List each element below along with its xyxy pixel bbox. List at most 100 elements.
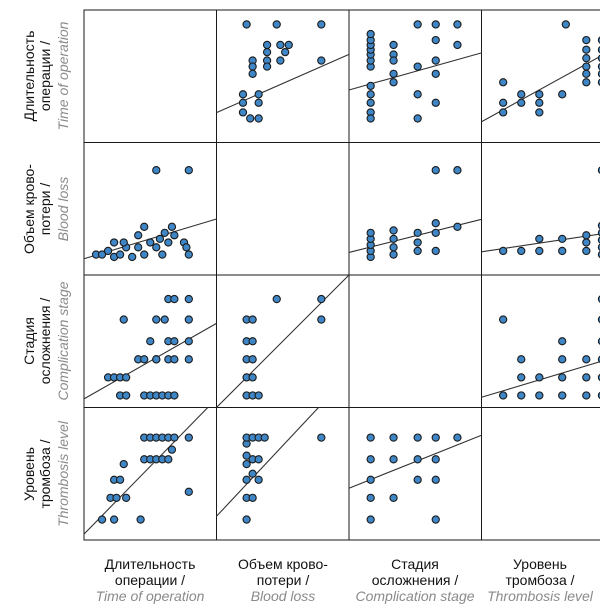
data-point-time-vs-blood — [254, 114, 263, 123]
data-point-time-vs-level — [582, 78, 591, 87]
data-point-level-vs-time — [170, 433, 179, 442]
trend-line-level-vs-time — [83, 407, 209, 535]
data-point-level-vs-stage — [366, 515, 375, 524]
data-point-time-vs-blood — [284, 40, 293, 50]
trend-line-stage-vs-time — [83, 322, 217, 400]
data-point-time-vs-blood — [248, 62, 257, 71]
data-point-time-vs-stage — [389, 69, 398, 78]
row-label-1-line1: Длительность — [21, 31, 37, 122]
data-point-blood-vs-time — [170, 231, 179, 240]
data-point-time-vs-level — [499, 78, 508, 87]
data-point-time-vs-blood — [262, 40, 272, 50]
data-point-stage-vs-level — [558, 355, 567, 364]
data-point-level-vs-stage — [389, 455, 398, 464]
data-point-blood-vs-level — [558, 246, 567, 256]
data-point-stage-vs-blood — [248, 315, 257, 324]
data-point-time-vs-level — [517, 90, 526, 99]
data-point-blood-vs-time — [146, 238, 155, 247]
row-label-3-line2: осложнения / — [37, 298, 53, 385]
data-point-blood-vs-time — [119, 238, 128, 247]
data-point-time-vs-blood — [238, 98, 248, 107]
data-point-stage-vs-level — [558, 337, 567, 346]
data-point-time-vs-blood — [248, 69, 257, 78]
col-label-2-line1: Объем крово- — [238, 556, 328, 572]
data-point-stage-vs-time — [184, 355, 193, 364]
data-point-time-vs-level — [582, 45, 591, 54]
data-point-level-vs-time — [109, 515, 119, 524]
data-point-stage-vs-time — [140, 355, 149, 364]
data-point-level-vs-blood — [254, 455, 263, 464]
data-point-stage-vs-level — [535, 373, 544, 382]
data-point-blood-vs-time — [164, 238, 173, 247]
data-point-stage-vs-blood — [248, 355, 257, 364]
data-point-blood-vs-level — [535, 234, 544, 244]
data-point-level-vs-blood — [248, 493, 257, 502]
data-point-time-vs-stage — [389, 78, 398, 87]
data-point-blood-vs-stage — [431, 219, 440, 228]
data-point-time-vs-blood — [317, 20, 326, 29]
col-label-4-english: Thrombosis level — [487, 588, 594, 604]
data-point-level-vs-stage — [366, 493, 375, 502]
data-point-blood-vs-stage — [389, 226, 398, 235]
row-label-4-line1: Уровень — [21, 447, 37, 501]
data-point-time-vs-level — [582, 62, 591, 71]
data-point-level-vs-stage — [453, 433, 462, 442]
col-label-4-line1: Уровень — [513, 556, 567, 572]
data-point-blood-vs-time — [140, 250, 149, 259]
data-point-time-vs-blood — [281, 48, 290, 57]
data-point-level-vs-stage — [389, 433, 398, 442]
data-points — [91, 20, 600, 524]
data-point-time-vs-stage — [431, 35, 440, 45]
data-point-time-vs-stage — [366, 98, 375, 107]
data-point-time-vs-level — [582, 35, 591, 45]
data-point-stage-vs-level — [582, 373, 591, 382]
data-point-stage-vs-time — [152, 355, 161, 364]
data-point-blood-vs-stage — [453, 222, 462, 231]
data-point-blood-vs-level — [535, 246, 544, 256]
data-point-stage-vs-time — [170, 391, 179, 400]
data-point-blood-vs-level — [558, 234, 567, 244]
data-point-blood-vs-time — [158, 250, 167, 259]
data-point-time-vs-blood — [238, 90, 248, 99]
data-point-blood-vs-time — [115, 250, 125, 259]
data-point-time-vs-stage — [413, 62, 422, 71]
data-point-blood-vs-stage — [366, 228, 375, 237]
data-point-stage-vs-time — [184, 315, 193, 324]
row-label-3-english: Complication stage — [55, 281, 71, 400]
col-label-3-line2: осложнения / — [372, 572, 459, 588]
data-point-level-vs-stage — [366, 455, 375, 464]
data-point-stage-vs-level — [517, 391, 526, 400]
data-point-time-vs-blood — [242, 20, 251, 29]
row-label-4-english: Thrombosis level — [55, 420, 71, 527]
data-point-blood-vs-stage — [413, 228, 422, 237]
data-point-time-vs-stage — [366, 29, 375, 39]
data-point-time-vs-stage — [366, 114, 375, 123]
data-point-stage-vs-blood — [317, 315, 326, 324]
data-point-blood-vs-time — [134, 231, 143, 240]
data-point-level-vs-stage — [431, 455, 440, 464]
data-point-time-vs-level — [517, 98, 526, 107]
data-point-blood-vs-time — [97, 250, 107, 259]
data-point-time-vs-stage — [431, 98, 440, 107]
data-point-stage-vs-level — [558, 391, 567, 400]
data-point-level-vs-stage — [366, 433, 375, 442]
data-point-stage-vs-level — [499, 315, 508, 324]
data-point-blood-vs-stage — [431, 228, 440, 237]
data-point-stage-vs-blood — [254, 391, 263, 400]
row-label-2-line2: потери / — [37, 183, 53, 236]
data-point-level-vs-time — [97, 515, 107, 524]
data-point-blood-vs-time — [109, 238, 119, 247]
data-point-time-vs-level — [535, 90, 544, 99]
data-point-time-vs-level — [499, 108, 508, 117]
row-label-4-line2: тромбоза / — [37, 439, 53, 508]
data-point-level-vs-time — [112, 493, 121, 502]
data-point-time-vs-blood — [262, 48, 272, 57]
data-point-stage-vs-time — [119, 315, 128, 324]
data-point-blood-vs-stage — [413, 238, 422, 247]
data-point-stage-vs-time — [152, 315, 161, 324]
data-point-stage-vs-blood — [248, 337, 257, 346]
data-point-level-vs-stage — [431, 515, 440, 524]
data-point-time-vs-stage — [431, 69, 440, 78]
col-label-4-line2: тромбоза / — [505, 572, 574, 588]
